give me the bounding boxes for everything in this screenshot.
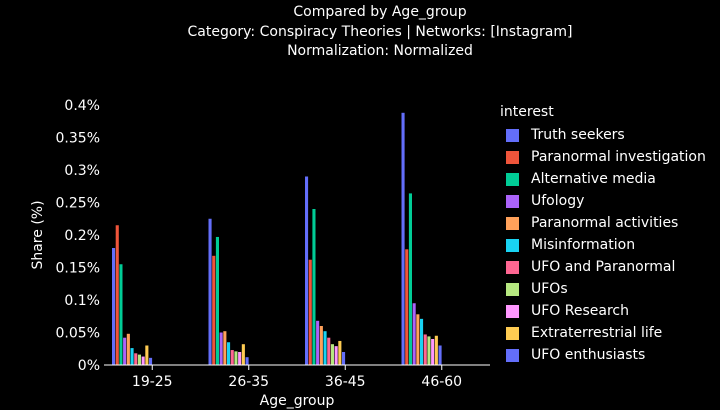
- legend-item[interactable]: Ufology: [500, 190, 706, 212]
- y-tick-label: 0.35%: [56, 131, 100, 147]
- legend-item[interactable]: UFO Research: [500, 300, 706, 322]
- legend-label: Extraterrestrial life: [531, 325, 663, 341]
- legend-label: UFO enthusiasts: [531, 347, 646, 363]
- bar: [319, 326, 323, 365]
- legend-swatch: [506, 150, 519, 164]
- legend-swatch: [506, 282, 519, 296]
- bar: [416, 314, 420, 365]
- bar: [401, 112, 405, 365]
- legend-item[interactable]: UFOs: [500, 278, 706, 300]
- y-tick-label: 0.1%: [64, 293, 100, 309]
- bar: [308, 259, 312, 365]
- legend-label: UFO Research: [531, 303, 629, 319]
- bar: [234, 351, 238, 365]
- legend-title: interest: [500, 104, 554, 120]
- bar: [123, 337, 127, 365]
- x-tick-label: 26-35: [228, 374, 269, 390]
- bar: [327, 337, 331, 365]
- legend-swatch: [506, 260, 519, 274]
- y-tick-label: 0.25%: [56, 196, 100, 212]
- bar: [130, 348, 134, 365]
- bar: [227, 342, 231, 365]
- legend-item[interactable]: Alternative media: [500, 168, 706, 190]
- legend-swatch: [506, 348, 519, 362]
- x-tick-label: 36-45: [325, 374, 366, 390]
- legend-label: Truth seekers: [531, 127, 625, 143]
- legend-label: Misinformation: [531, 237, 636, 253]
- legend-swatch: [506, 216, 519, 230]
- y-tick-label: 0.15%: [56, 261, 100, 277]
- legend-swatch: [506, 326, 519, 340]
- y-tick-label: 0.05%: [56, 326, 100, 342]
- legend-item[interactable]: Paranormal activities: [500, 212, 706, 234]
- bar: [115, 225, 119, 365]
- x-axis-label: Age_group: [260, 393, 335, 409]
- bar: [431, 339, 435, 365]
- x-tick-label: 19-25: [132, 374, 173, 390]
- bar: [212, 255, 216, 365]
- bar: [420, 318, 424, 365]
- bar: [238, 352, 242, 365]
- bar: [323, 331, 327, 365]
- bar: [245, 357, 249, 365]
- bar: [338, 340, 342, 365]
- bar: [149, 357, 153, 365]
- legend-item[interactable]: UFO enthusiasts: [500, 344, 706, 366]
- bar: [312, 209, 316, 365]
- bar: [126, 333, 130, 365]
- bar: [141, 356, 145, 365]
- legend-item[interactable]: Truth seekers: [500, 124, 706, 146]
- bar: [330, 344, 334, 365]
- y-tick-label: 0.3%: [64, 163, 100, 179]
- legend: interest Truth seekers Paranormal investi…: [500, 104, 706, 366]
- legend-swatch: [506, 194, 519, 208]
- y-tick-label: 0%: [78, 358, 100, 374]
- bar: [223, 331, 227, 365]
- legend-swatch: [506, 172, 519, 186]
- chart-normalization: Normalization: Normalized: [287, 43, 473, 59]
- bar: [438, 345, 442, 365]
- bar: [219, 332, 223, 365]
- bar: [145, 345, 149, 365]
- legend-swatch: [506, 128, 519, 142]
- bar: [134, 353, 138, 365]
- legend-label: UFOs: [531, 281, 568, 297]
- y-tick-label: 0.4%: [64, 98, 100, 114]
- bar: [342, 352, 346, 365]
- bar: [405, 249, 409, 365]
- legend-label: Paranormal investigation: [531, 149, 706, 165]
- legend-item[interactable]: Paranormal investigation: [500, 146, 706, 168]
- bar: [119, 264, 123, 365]
- bar: [408, 193, 412, 365]
- bar: [427, 336, 431, 365]
- bar: [112, 248, 116, 365]
- bar: [208, 218, 212, 365]
- x-tick-label: 46-60: [421, 374, 462, 390]
- legend-swatch: [506, 304, 519, 318]
- bar-chart: 0% 0.05% 0.1% 0.15% 0.2% 0.25% 0.3% 0.35% 0.4% Sh…: [30, 98, 490, 409]
- bar: [316, 320, 320, 365]
- chart-subtitle: Category: Conspiracy Theories | Networks…: [187, 24, 573, 40]
- bar: [423, 334, 427, 365]
- legend-label: UFO and Paranormal: [531, 259, 676, 275]
- bar: [241, 344, 245, 365]
- bar: [305, 176, 309, 365]
- bar: [334, 346, 338, 365]
- chart-title: Compared by Age_group: [293, 4, 467, 20]
- legend-label: Ufology: [531, 193, 585, 209]
- legend-item[interactable]: Misinformation: [500, 234, 706, 256]
- legend-label: Paranormal activities: [531, 215, 679, 231]
- y-axis-label: Share (%): [30, 200, 46, 269]
- bar: [434, 335, 438, 365]
- bar: [412, 303, 416, 365]
- legend-item[interactable]: Extraterrestrial life: [500, 322, 706, 344]
- bar: [230, 350, 234, 365]
- legend-label: Alternative media: [531, 171, 656, 187]
- bar: [215, 236, 219, 365]
- bar: [137, 354, 141, 365]
- y-tick-label: 0.2%: [64, 228, 100, 244]
- legend-item[interactable]: UFO and Paranormal: [500, 256, 706, 278]
- legend-swatch: [506, 238, 519, 252]
